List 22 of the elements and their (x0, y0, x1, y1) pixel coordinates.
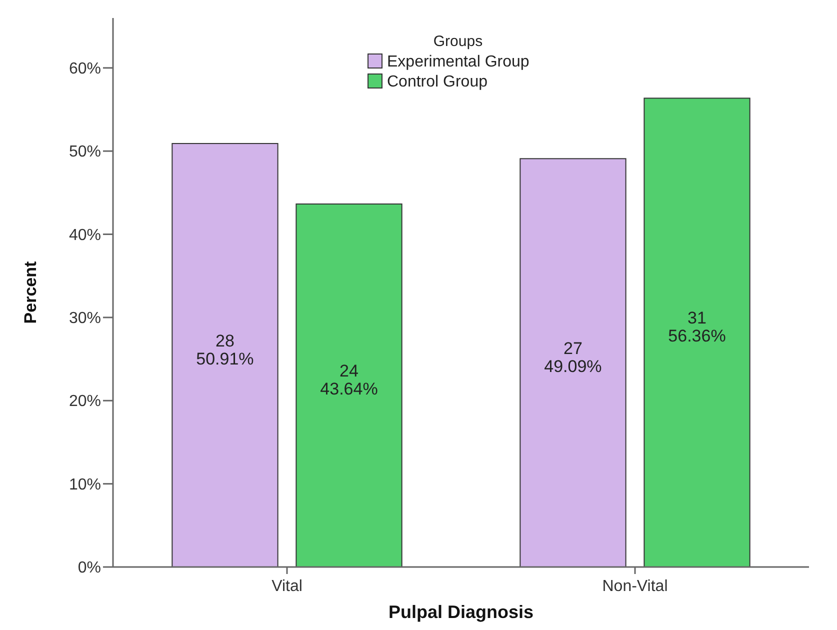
bar (520, 158, 626, 568)
y-tick-label: 40% (68, 226, 101, 244)
data-label: 24 43.64% (320, 361, 378, 398)
x-axis-title: Pulpal Diagnosis (388, 602, 534, 622)
x-tick-label: Vital (272, 578, 302, 595)
bar (296, 203, 402, 568)
data-label: 27 49.09% (544, 338, 602, 376)
y-tick-label: 50% (68, 144, 101, 161)
y-tick-label: 0% (78, 560, 101, 577)
legend-label: Control Group (387, 74, 488, 91)
y-tick-label: 10% (68, 476, 101, 494)
data-label: 28 50.91% (196, 331, 254, 368)
y-tick-label: 60% (68, 60, 101, 78)
bar (172, 143, 278, 568)
y-tick-label: 20% (68, 393, 101, 410)
y-axis-title: Percent (21, 260, 40, 324)
y-tick-label: 30% (68, 310, 101, 328)
legend-title: Groups (433, 33, 483, 50)
data-label: 31 56.36% (668, 308, 726, 346)
x-tick-label: Non-Vital (602, 578, 668, 595)
bar (644, 98, 750, 568)
legend-label: Experimental Group (387, 54, 530, 71)
